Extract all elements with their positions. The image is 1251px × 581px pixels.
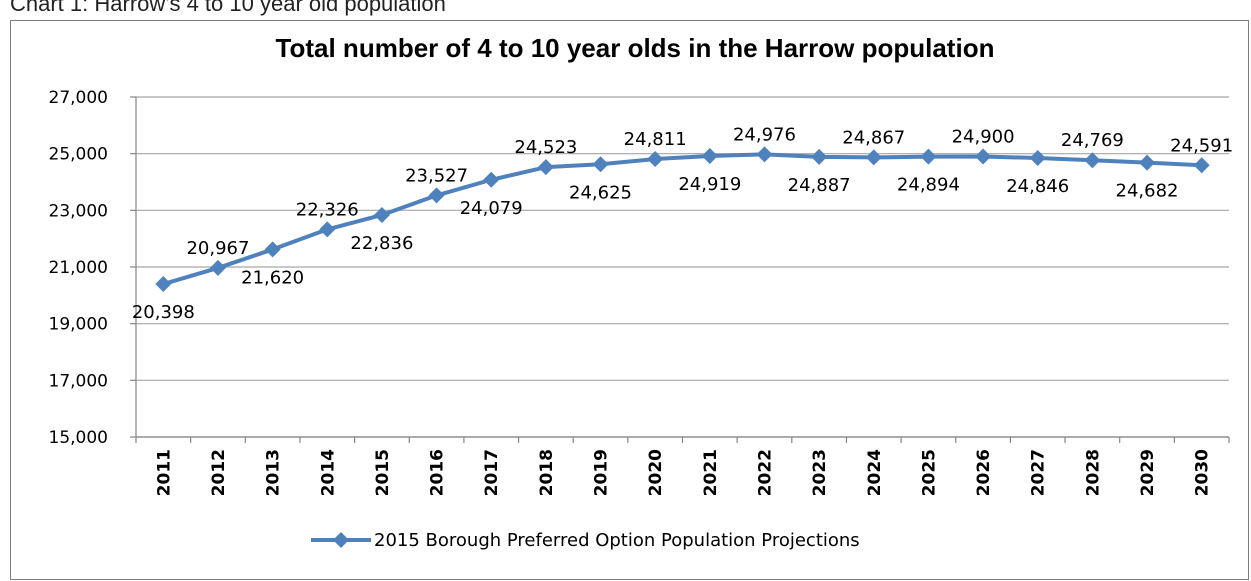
data-point <box>155 276 172 293</box>
data-label: 24,811 <box>624 129 687 150</box>
data-point <box>1029 150 1046 167</box>
data-point <box>811 148 828 165</box>
data-label: 24,625 <box>569 182 632 203</box>
x-tick-label: 2011 <box>154 449 174 496</box>
data-label: 24,900 <box>952 127 1015 148</box>
x-tick-label: 2017 <box>482 449 502 496</box>
x-tick-label: 2020 <box>646 449 666 496</box>
data-point <box>537 159 554 176</box>
x-tick-label: 2028 <box>1083 449 1103 496</box>
x-tick-label: 2026 <box>974 449 994 496</box>
data-point <box>756 146 773 163</box>
data-point <box>865 149 882 166</box>
y-tick-label: 21,000 <box>49 258 108 278</box>
data-point <box>975 148 992 165</box>
data-point <box>264 241 281 258</box>
data-label: 22,836 <box>350 233 413 254</box>
line-chart: Total number of 4 to 10 year olds in the… <box>49 33 1234 551</box>
legend-label: 2015 Borough Preferred Option Population… <box>374 530 860 551</box>
x-tick-label: 2025 <box>919 449 939 496</box>
data-label: 24,523 <box>514 137 577 158</box>
data-point <box>647 151 664 168</box>
data-point <box>1139 154 1156 171</box>
data-labels: 20,398 20,967 21,620 22,326 22,836 23,527 24,0… <box>132 124 1233 323</box>
legend: 2015 Borough Preferred Option Population… <box>311 530 860 551</box>
data-point <box>592 156 609 173</box>
series-line <box>162 152 1202 286</box>
data-point <box>701 147 718 164</box>
data-point <box>483 171 500 188</box>
x-tick-label: 2024 <box>865 449 885 496</box>
x-axis: 2011 2012 2013 2014 2015 2016 2017 2018 2019 2020… <box>135 436 1230 496</box>
series-group <box>155 146 1210 293</box>
chart-frame: Total number of 4 to 10 year olds in the… <box>10 20 1249 580</box>
y-tick-label: 19,000 <box>49 315 108 335</box>
x-tick-label: 2029 <box>1138 449 1158 496</box>
data-label: 24,867 <box>842 127 905 148</box>
data-label: 24,682 <box>1116 181 1179 202</box>
x-tick-label: 2018 <box>537 449 557 496</box>
y-tick-label: 17,000 <box>49 371 108 391</box>
x-tick-label: 2022 <box>755 449 775 496</box>
x-tick-label: 2030 <box>1193 449 1213 496</box>
data-point <box>319 221 336 238</box>
y-tick-label: 15,000 <box>49 428 108 448</box>
data-point <box>373 206 390 223</box>
data-label: 24,769 <box>1061 130 1124 151</box>
chart-title: Total number of 4 to 10 year olds in the… <box>276 33 995 63</box>
data-point <box>920 148 937 165</box>
y-tick-label: 25,000 <box>49 145 108 165</box>
data-point <box>209 259 226 276</box>
chart-caption: Chart 1: Harrow's 4 to 10 year old popul… <box>10 0 446 16</box>
legend-marker <box>333 532 349 548</box>
data-point <box>1193 157 1210 174</box>
x-tick-label: 2014 <box>318 449 338 496</box>
data-label: 24,591 <box>1170 135 1233 156</box>
data-label: 23,527 <box>405 165 468 186</box>
x-tick-label: 2023 <box>810 449 830 496</box>
x-tick-label: 2013 <box>264 449 284 496</box>
x-tick-label: 2015 <box>373 449 393 496</box>
x-tick-label: 2019 <box>592 449 612 496</box>
y-tick-label: 23,000 <box>49 201 108 221</box>
x-tick-label: 2012 <box>209 449 229 496</box>
data-label: 22,326 <box>296 199 359 220</box>
y-axis: 15,000 17,000 19,000 21,000 23,000 25,000 27,0… <box>49 88 137 448</box>
y-tick-label: 27,000 <box>49 88 108 108</box>
data-point <box>428 187 445 204</box>
data-label: 24,919 <box>678 174 741 195</box>
x-tick-label: 2016 <box>428 449 448 496</box>
x-tick-label: 2027 <box>1029 449 1049 496</box>
data-label: 24,887 <box>788 175 851 196</box>
data-label: 20,967 <box>186 238 249 259</box>
data-label: 24,894 <box>897 175 960 196</box>
data-label: 21,620 <box>241 267 304 288</box>
data-label: 24,976 <box>733 124 796 145</box>
data-label: 24,846 <box>1006 176 1069 197</box>
gridlines <box>136 96 1229 438</box>
x-tick-label: 2021 <box>701 449 721 496</box>
data-point <box>1084 152 1101 169</box>
data-label: 24,079 <box>460 198 523 219</box>
data-label: 20,398 <box>132 302 195 323</box>
